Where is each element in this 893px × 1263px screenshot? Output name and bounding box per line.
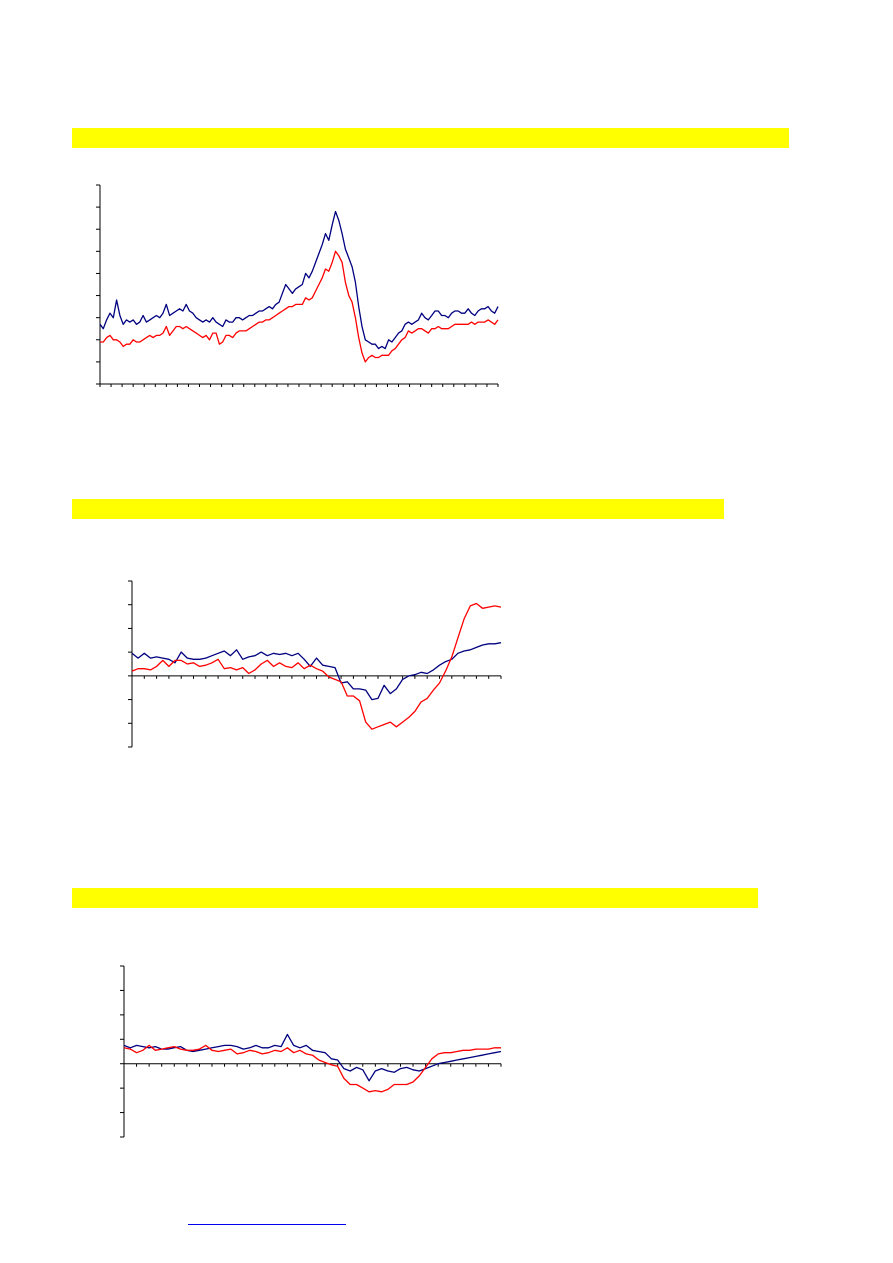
footer-link[interactable]: [188, 1214, 346, 1225]
series-line-1: [131, 642, 502, 701]
series-line-2: [100, 250, 499, 363]
chart-2: [128, 580, 502, 748]
series-line-2: [131, 602, 502, 730]
series-line-1: [99, 210, 499, 350]
section-header-band-1: [72, 128, 789, 148]
chart-1: [96, 184, 499, 387]
section-header-band-3: [72, 888, 758, 908]
series-line-2: [123, 1044, 501, 1093]
series-line-1: [123, 1033, 502, 1082]
section-header-band-2: [72, 499, 724, 519]
chart-3: [120, 965, 502, 1138]
